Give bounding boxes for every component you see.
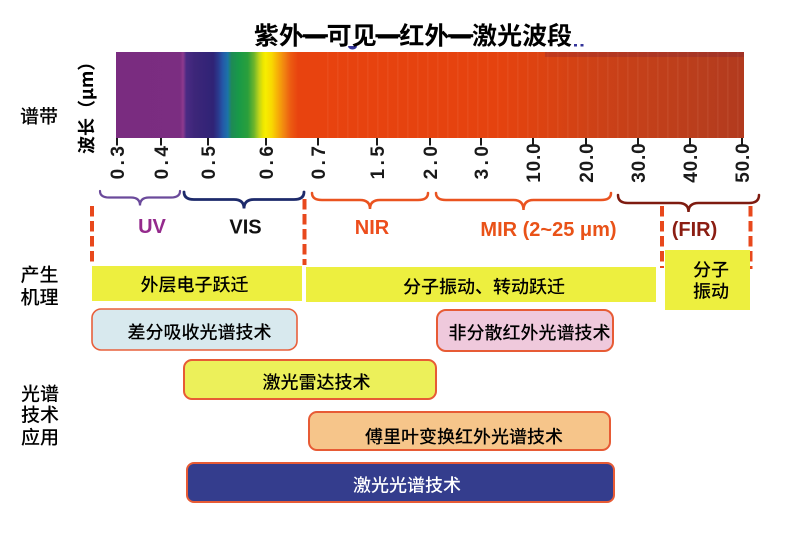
svg-text:NIR: NIR [355, 217, 390, 239]
svg-text:1.5: 1.5 [368, 143, 389, 180]
svg-text:0.4: 0.4 [152, 143, 173, 180]
svg-text:0.6: 0.6 [257, 143, 278, 180]
svg-text:0.3: 0.3 [108, 143, 129, 180]
svg-text:MIR (2~25 μm): MIR (2~25 μm) [480, 219, 616, 241]
svg-text:2.0: 2.0 [421, 143, 442, 180]
svg-text:UV: UV [138, 216, 166, 238]
svg-text:10.0: 10.0 [524, 143, 545, 183]
svg-text:40.0: 40.0 [681, 143, 702, 183]
svg-text:3.0: 3.0 [472, 143, 493, 180]
svg-text:0.7: 0.7 [309, 143, 330, 180]
svg-text:(FIR): (FIR) [672, 219, 718, 241]
svg-text:30.0: 30.0 [629, 143, 650, 183]
svg-text:50.0: 50.0 [733, 143, 754, 183]
svg-text:0.5: 0.5 [199, 143, 220, 180]
svg-text:VIS: VIS [229, 217, 261, 239]
svg-text:20.0: 20.0 [577, 143, 598, 183]
